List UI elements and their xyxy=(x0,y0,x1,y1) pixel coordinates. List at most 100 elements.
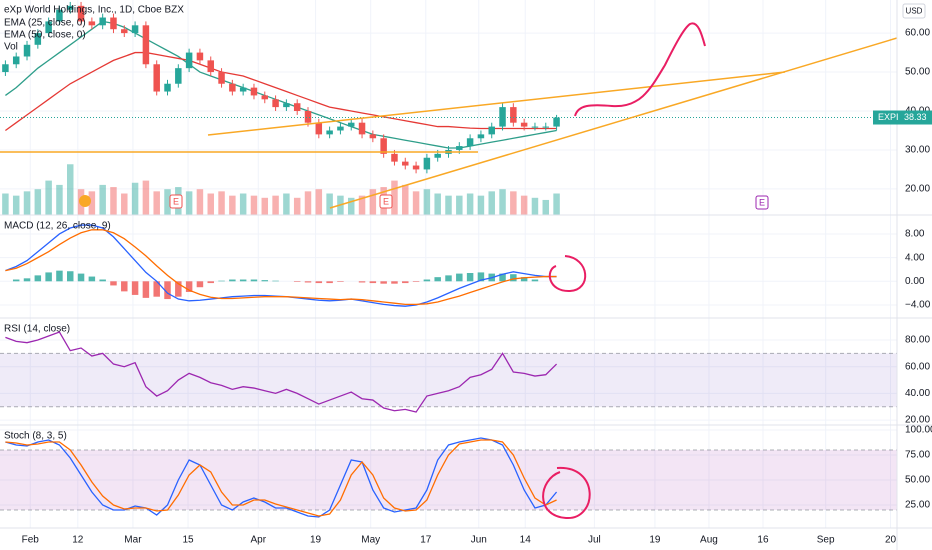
x-tick-label: 14 xyxy=(520,535,532,546)
volume-bar xyxy=(131,182,139,215)
histogram-bar xyxy=(56,270,63,282)
y-tick-label: 25.00 xyxy=(905,500,930,511)
candle-body xyxy=(520,122,528,127)
pane-title: RSI (14, close) xyxy=(4,324,70,335)
volume-bar xyxy=(121,193,128,215)
candle-body xyxy=(56,9,63,22)
volume-bar xyxy=(283,193,290,215)
histogram-bar xyxy=(380,281,387,284)
earnings-marker xyxy=(169,194,183,209)
candle-body xyxy=(542,126,550,128)
y-tick-label: 60.00 xyxy=(905,361,930,372)
candle-body xyxy=(153,64,160,92)
candle-body xyxy=(272,99,279,108)
y-tick-label: −4.00 xyxy=(905,300,931,311)
candle-body xyxy=(434,153,441,158)
candle-body xyxy=(499,107,506,127)
x-tick-label: Mar xyxy=(124,535,142,546)
x-tick-label: 19 xyxy=(310,535,322,546)
volume-bar xyxy=(315,189,323,215)
volume-bar xyxy=(304,191,312,215)
y-tick-label: 50.00 xyxy=(905,67,930,78)
histogram-bar xyxy=(520,277,528,282)
candle-body xyxy=(488,126,495,135)
candle-body xyxy=(45,21,52,34)
y-tick-label: 0.00 xyxy=(905,276,925,287)
y-tick-label: 40.00 xyxy=(905,388,930,399)
x-tick-label: 20 xyxy=(885,535,897,546)
volume-bar xyxy=(2,193,9,215)
earnings-label: E xyxy=(173,196,179,206)
volume-bar xyxy=(34,189,42,215)
trend-line xyxy=(207,71,786,136)
histogram-bar xyxy=(121,281,128,292)
price-label: 38.33 xyxy=(904,112,927,122)
series-line xyxy=(5,229,557,306)
candle-body xyxy=(380,138,387,154)
volume-bar xyxy=(477,195,485,215)
volume-bar xyxy=(326,193,333,215)
trend-line xyxy=(329,37,898,209)
candle-body xyxy=(23,44,31,57)
x-tick-label: May xyxy=(361,535,380,546)
histogram-bar xyxy=(207,281,214,284)
histogram-bar xyxy=(466,273,474,282)
y-tick-label: 80.00 xyxy=(905,335,930,346)
candle-body xyxy=(477,134,485,139)
drawing xyxy=(574,22,706,117)
earnings-marker xyxy=(379,194,393,209)
volume-bar xyxy=(88,191,96,215)
histogram-bar xyxy=(185,281,193,292)
volume-bar xyxy=(272,195,279,215)
histogram-bar xyxy=(164,281,171,300)
volume-bar xyxy=(531,197,539,215)
volume-bar xyxy=(56,184,63,215)
volume-bar xyxy=(142,180,150,215)
volume-bar xyxy=(391,180,398,215)
volume-bar xyxy=(99,184,106,215)
candle-body xyxy=(326,130,333,135)
histogram-bar xyxy=(261,280,269,282)
y-tick-label: 4.00 xyxy=(905,252,925,263)
x-tick-label: Feb xyxy=(22,535,40,546)
candle-body xyxy=(456,146,463,150)
x-tick-label: Sep xyxy=(817,535,835,546)
histogram-bar xyxy=(196,281,204,288)
histogram-bar xyxy=(272,280,279,282)
candle-body xyxy=(337,126,344,131)
volume-bar xyxy=(499,189,506,215)
x-tick-label: Apr xyxy=(251,535,267,546)
candle-body xyxy=(391,153,398,162)
pane-title: Stoch (8, 3, 5) xyxy=(4,431,67,442)
histogram-bar xyxy=(23,278,31,282)
x-tick-label: 12 xyxy=(72,535,84,546)
histogram-bar xyxy=(34,275,42,282)
series-line xyxy=(5,439,557,517)
volume-bar xyxy=(423,189,431,215)
histogram-bar xyxy=(88,276,96,282)
candle-body xyxy=(510,107,517,123)
series-line xyxy=(5,20,557,149)
grid xyxy=(0,0,897,528)
candle-body xyxy=(423,157,431,170)
volume-bar xyxy=(110,187,117,215)
currency-box[interactable] xyxy=(902,3,926,19)
legend-entry: EMA (50, close, 0) xyxy=(4,30,86,41)
chart-title: eXp World Holdings, Inc., 1D, Cboe BZX xyxy=(4,5,184,16)
candle-body xyxy=(466,138,474,147)
candle-body xyxy=(196,52,204,61)
candle-body xyxy=(67,5,74,10)
histogram-bar xyxy=(445,275,452,282)
volume-bar xyxy=(250,195,258,215)
histogram-bar xyxy=(510,274,517,282)
volume-bar xyxy=(218,191,225,215)
series-line xyxy=(5,51,557,132)
candle-body xyxy=(553,117,560,127)
volume-bar xyxy=(185,191,193,215)
volume-bar xyxy=(196,189,204,215)
y-tick-label: 20.00 xyxy=(905,184,930,195)
candle-body xyxy=(142,25,150,65)
candle-body xyxy=(358,122,366,135)
volume-bar xyxy=(229,195,236,215)
